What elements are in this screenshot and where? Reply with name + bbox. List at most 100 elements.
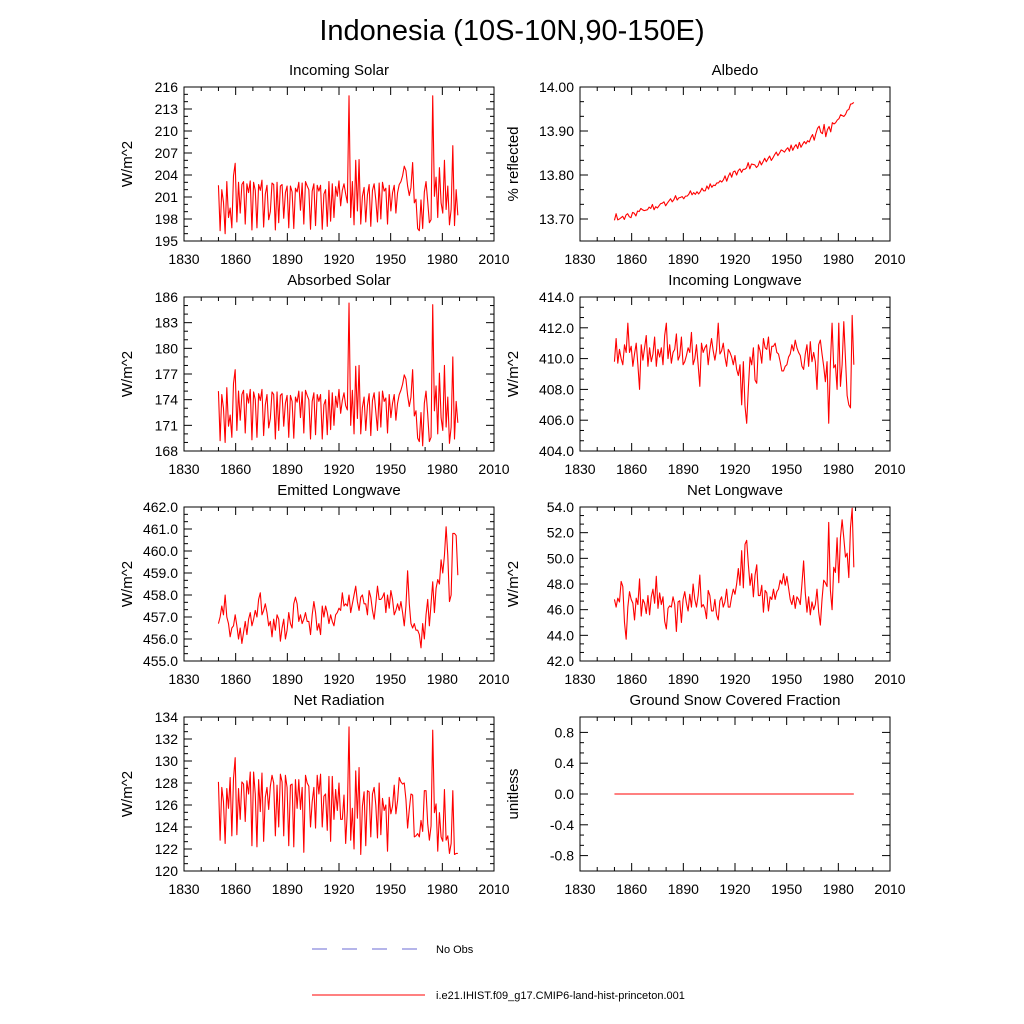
- panel-net-longwave: 1830 1860 1890 1920 1950 1980 2010 42.0 44.0 46.0…: [505, 482, 906, 687]
- panel-emitted-longwave-series-line: [217, 526, 459, 649]
- panel-net-radiation-xtick-label: 1830: [168, 881, 199, 897]
- panel-net-longwave-ytick-label: 48.0: [547, 576, 574, 592]
- panel-incoming-solar-xtick-label: 1890: [272, 251, 303, 267]
- panel-incoming-longwave-ytick-label: 410.0: [539, 351, 574, 367]
- panel-ground-snow-covered-fraction-xtick-label: 1920: [719, 881, 750, 897]
- panel-albedo-series-line: [613, 101, 855, 221]
- panel-emitted-longwave-xtick-label: 1890: [272, 671, 303, 687]
- panel-incoming-longwave: 1830 1860 1890 1920 1950 1980 2010 404.0 406.0 40…: [505, 272, 906, 477]
- panel-net-longwave-title: Net Longwave: [687, 482, 783, 499]
- panel-albedo: 1830 1860 1890 1920 1950 1980 2010 13.70 13.80 13…: [505, 62, 906, 267]
- panel-emitted-longwave-ytick-label: 460.0: [143, 543, 178, 559]
- panel-albedo-ytick-label: 13.70: [539, 211, 574, 227]
- panel-incoming-solar-ytick-label: 198: [155, 211, 179, 227]
- panel-absorbed-solar-xtick-label: 1860: [220, 461, 251, 477]
- panel-incoming-longwave-series-line: [613, 314, 855, 424]
- panel-ground-snow-covered-fraction-title: Ground Snow Covered Fraction: [630, 692, 841, 709]
- panel-incoming-solar-ytick-label: 201: [155, 189, 179, 205]
- panel-incoming-longwave-xtick-label: 1920: [719, 461, 750, 477]
- panel-incoming-longwave-xtick-label: 1980: [823, 461, 854, 477]
- panel-emitted-longwave-ytick-label: 457.0: [143, 609, 178, 625]
- panel-incoming-longwave-ytick-label: 406.0: [539, 412, 574, 428]
- panel-net-longwave-xtick-label: 2010: [874, 671, 905, 687]
- panel-incoming-longwave-ytick-label: 404.0: [539, 443, 574, 459]
- panel-albedo-ytick-label: 13.80: [539, 167, 574, 183]
- panel-net-longwave-ylabel: W/m^2: [505, 561, 522, 607]
- panel-incoming-longwave-ytick-label: 408.0: [539, 381, 574, 397]
- panel-net-longwave-xtick-label: 1920: [719, 671, 750, 687]
- panel-albedo-xtick-label: 1980: [823, 251, 854, 267]
- panel-absorbed-solar-xtick-label: 1980: [427, 461, 458, 477]
- panel-albedo-xtick-label: 1890: [668, 251, 699, 267]
- panel-emitted-longwave-ytick-label: 458.0: [143, 587, 178, 603]
- panel-net-radiation-ylabel: W/m^2: [119, 771, 136, 817]
- panel-incoming-longwave-xtick-label: 1830: [564, 461, 595, 477]
- panel-incoming-longwave-title: Incoming Longwave: [668, 272, 801, 289]
- panel-absorbed-solar-xtick-label: 1950: [375, 461, 406, 477]
- panel-albedo-title: Albedo: [712, 62, 759, 79]
- panel-absorbed-solar-xtick-label: 2010: [478, 461, 509, 477]
- panel-emitted-longwave-ytick-label: 462.0: [143, 499, 178, 515]
- panel-net-radiation-xtick-label: 2010: [478, 881, 509, 897]
- panel-absorbed-solar-ytick-label: 168: [155, 443, 179, 459]
- panel-net-radiation-ytick-label: 122: [155, 841, 179, 857]
- panel-emitted-longwave-title: Emitted Longwave: [277, 482, 400, 499]
- panel-net-radiation-xtick-label: 1860: [220, 881, 251, 897]
- panel-net-radiation-xtick-label: 1890: [272, 881, 303, 897]
- panel-absorbed-solar: 1830 1860 1890 1920 1950 1980 2010 168 171 174 177…: [119, 272, 510, 477]
- panel-incoming-longwave-ytick-label: 412.0: [539, 320, 574, 336]
- legend: No Obs i.e21.IHIST.f09_g17.CMIP6-land-hi…: [312, 944, 685, 1002]
- panel-absorbed-solar-ytick-label: 174: [155, 392, 179, 408]
- panel-albedo-ytick-label: 13.90: [539, 123, 574, 139]
- panel-albedo-xtick-label: 1830: [564, 251, 595, 267]
- panel-ground-snow-covered-fraction-ytick-label: -0.4: [550, 817, 574, 833]
- panel-absorbed-solar-xtick-label: 1830: [168, 461, 199, 477]
- panel-net-radiation-series-line: [217, 726, 458, 856]
- panel-absorbed-solar-ytick-label: 177: [155, 366, 179, 382]
- panel-ground-snow-covered-fraction-xtick-label: 1860: [616, 881, 647, 897]
- panel-incoming-solar-ytick-label: 213: [155, 101, 179, 117]
- panel-absorbed-solar-series-line: [217, 302, 459, 447]
- panel-incoming-solar-xtick-label: 1830: [168, 251, 199, 267]
- panel-absorbed-solar-ytick-label: 171: [155, 417, 179, 433]
- panel-absorbed-solar-xtick-label: 1920: [323, 461, 354, 477]
- panel-incoming-solar-xtick-label: 1950: [375, 251, 406, 267]
- panel-emitted-longwave-ytick-label: 455.0: [143, 653, 178, 669]
- panel-albedo-xtick-label: 1950: [771, 251, 802, 267]
- panel-emitted-longwave-xtick-label: 1920: [323, 671, 354, 687]
- panel-emitted-longwave-xtick-label: 1980: [427, 671, 458, 687]
- panel-incoming-solar-ylabel: W/m^2: [119, 141, 136, 187]
- panel-incoming-longwave-ylabel: W/m^2: [505, 351, 522, 397]
- panel-incoming-solar-xtick-label: 1920: [323, 251, 354, 267]
- panel-ground-snow-covered-fraction-ytick-label: 0.0: [555, 786, 575, 802]
- panel-net-longwave-ytick-label: 52.0: [547, 525, 574, 541]
- panel-incoming-solar-ytick-label: 210: [155, 123, 179, 139]
- panel-emitted-longwave-ytick-label: 461.0: [143, 521, 178, 537]
- panel-net-radiation-ytick-label: 130: [155, 753, 179, 769]
- panel-net-longwave-xtick-label: 1860: [616, 671, 647, 687]
- panel-albedo-ytick-label: 14.00: [539, 79, 574, 95]
- panel-net-longwave-ytick-label: 54.0: [547, 499, 574, 515]
- panel-albedo-xtick-label: 1860: [616, 251, 647, 267]
- panel-net-radiation: 1830 1860 1890 1920 1950 1980 2010 120 122 124 126…: [119, 692, 510, 897]
- chart-panels: 1830 1860 1890 1920 1950 1980 2010 195 198 201 204…: [119, 62, 906, 897]
- panel-net-longwave-ytick-label: 42.0: [547, 653, 574, 669]
- panel-ground-snow-covered-fraction-xtick-label: 1950: [771, 881, 802, 897]
- legend-label-no-obs: No Obs: [436, 944, 474, 956]
- panel-incoming-solar: 1830 1860 1890 1920 1950 1980 2010 195 198 201 204…: [119, 62, 510, 267]
- panel-absorbed-solar-ytick-label: 180: [155, 340, 179, 356]
- panel-emitted-longwave-frame: [183, 506, 495, 662]
- panel-net-longwave-ytick-label: 46.0: [547, 602, 574, 618]
- panel-absorbed-solar-title: Absorbed Solar: [287, 272, 390, 289]
- panel-net-radiation-title: Net Radiation: [294, 692, 385, 709]
- panel-net-radiation-ytick-label: 132: [155, 731, 179, 747]
- panel-net-longwave-xtick-label: 1980: [823, 671, 854, 687]
- panel-ground-snow-covered-fraction-xtick-label: 1890: [668, 881, 699, 897]
- panel-ground-snow-covered-fraction-xtick-label: 1830: [564, 881, 595, 897]
- panel-emitted-longwave-ylabel: W/m^2: [119, 561, 136, 607]
- panel-emitted-longwave-xtick-label: 2010: [478, 671, 509, 687]
- panel-incoming-longwave-xtick-label: 2010: [874, 461, 905, 477]
- panel-net-radiation-ytick-label: 134: [155, 709, 179, 725]
- legend-label-model: i.e21.IHIST.f09_g17.CMIP6-land-hist-prin…: [436, 990, 685, 1002]
- panel-net-longwave-xtick-label: 1890: [668, 671, 699, 687]
